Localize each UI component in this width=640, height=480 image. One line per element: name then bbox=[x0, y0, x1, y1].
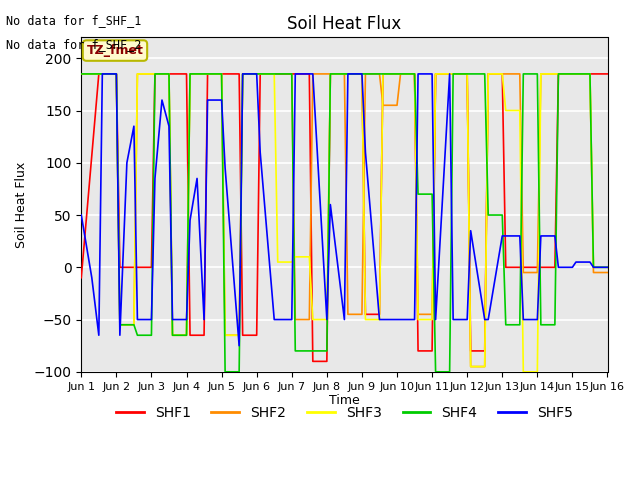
SHF5 bbox=[414, 71, 422, 77]
Line: SHF5: SHF5 bbox=[81, 74, 607, 346]
SHF1 bbox=[428, 348, 436, 354]
SHF1 bbox=[270, 71, 278, 77]
Line: SHF3: SHF3 bbox=[81, 74, 607, 372]
SHF2 bbox=[253, 71, 260, 77]
SHF3 bbox=[253, 71, 260, 77]
SHF5 bbox=[236, 343, 243, 348]
Text: TZ_fmet: TZ_fmet bbox=[86, 44, 143, 57]
Line: SHF1: SHF1 bbox=[81, 74, 607, 361]
SHF4 bbox=[77, 71, 85, 77]
SHF5 bbox=[340, 317, 348, 323]
SHF5 bbox=[291, 71, 299, 77]
Y-axis label: Soil Heat Flux: Soil Heat Flux bbox=[15, 161, 28, 248]
SHF1 bbox=[182, 71, 190, 77]
SHF5 bbox=[428, 71, 436, 77]
SHF2 bbox=[604, 270, 611, 276]
SHF4 bbox=[169, 332, 177, 338]
SHF3 bbox=[411, 71, 419, 77]
SHF2 bbox=[467, 364, 474, 370]
SHF2 bbox=[218, 71, 225, 77]
SHF1 bbox=[604, 71, 611, 77]
X-axis label: Time: Time bbox=[329, 394, 360, 408]
SHF3 bbox=[236, 332, 243, 338]
SHF1 bbox=[257, 71, 264, 77]
SHF3 bbox=[604, 264, 611, 270]
SHF4 bbox=[270, 71, 278, 77]
SHF4 bbox=[414, 191, 422, 197]
SHF4 bbox=[604, 264, 611, 270]
Text: No data for f_SHF_1: No data for f_SHF_1 bbox=[6, 14, 142, 27]
SHF5 bbox=[77, 212, 85, 218]
SHF1 bbox=[309, 359, 317, 364]
SHF1 bbox=[239, 332, 246, 338]
SHF3 bbox=[257, 71, 264, 77]
SHF5 bbox=[99, 71, 106, 77]
SHF2 bbox=[77, 71, 85, 77]
Text: No data for f_SHF_2: No data for f_SHF_2 bbox=[6, 38, 142, 51]
SHF4 bbox=[218, 71, 225, 77]
SHF4 bbox=[257, 71, 264, 77]
SHF4 bbox=[239, 71, 246, 77]
SHF3 bbox=[77, 71, 85, 77]
SHF4 bbox=[221, 369, 229, 375]
SHF5 bbox=[148, 317, 156, 323]
SHF2 bbox=[236, 332, 243, 338]
SHF1 bbox=[221, 71, 229, 77]
SHF5 bbox=[604, 264, 611, 270]
Line: SHF2: SHF2 bbox=[81, 74, 607, 367]
SHF3 bbox=[520, 369, 527, 375]
SHF1 bbox=[77, 275, 85, 281]
SHF2 bbox=[257, 71, 264, 77]
Title: Soil Heat Flux: Soil Heat Flux bbox=[287, 15, 401, 33]
Legend: SHF1, SHF2, SHF3, SHF4, SHF5: SHF1, SHF2, SHF3, SHF4, SHF5 bbox=[110, 400, 579, 425]
SHF2 bbox=[411, 71, 419, 77]
SHF2 bbox=[169, 332, 177, 338]
Line: SHF4: SHF4 bbox=[81, 74, 607, 372]
SHF3 bbox=[169, 332, 177, 338]
SHF3 bbox=[218, 71, 225, 77]
SHF1 bbox=[95, 71, 102, 77]
SHF5 bbox=[376, 317, 383, 323]
